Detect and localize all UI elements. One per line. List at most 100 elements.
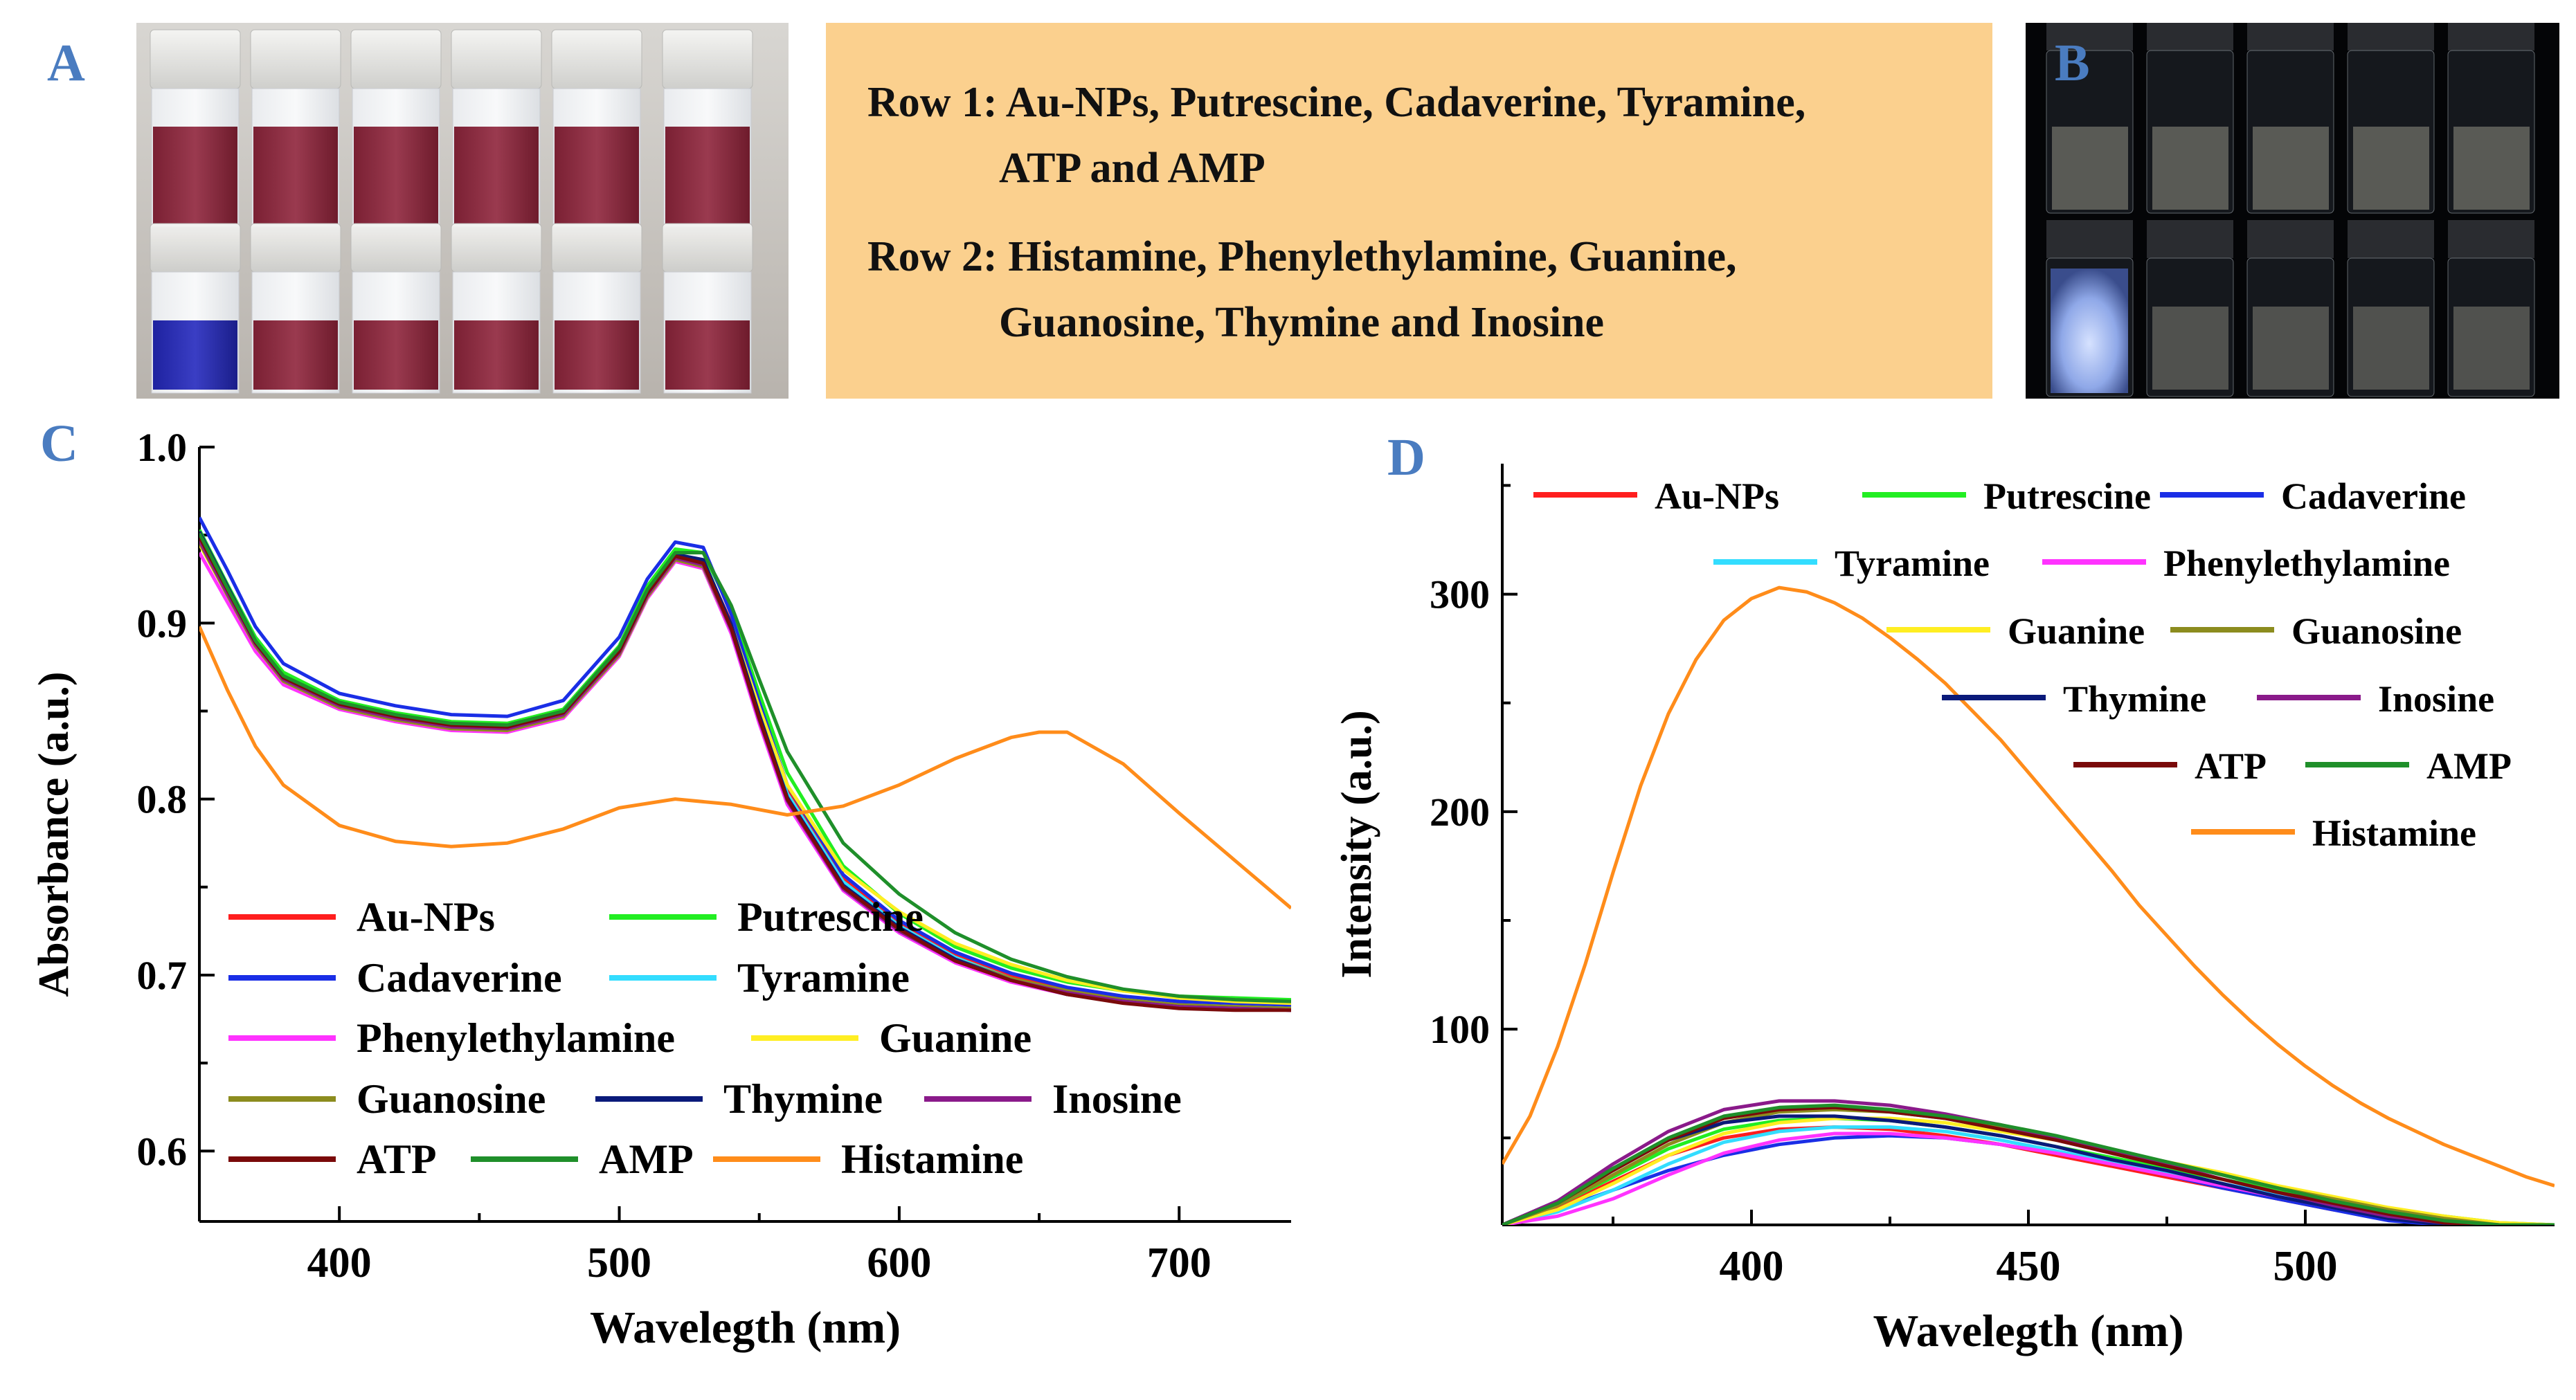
caption-box: Row 1: Au-NPs, Putrescine, Cadaverine, T… <box>826 23 1992 399</box>
vial-solution <box>2253 127 2329 210</box>
vial-solution <box>555 127 639 224</box>
legend-label-cadaverine: Cadaverine <box>2281 475 2466 517</box>
vial-solution <box>2152 307 2228 390</box>
caption-row1-line1: Row 1: Au-NPs, Putrescine, Cadaverine, T… <box>867 79 1806 126</box>
y-axis-label: Intensity (a.u.) <box>1333 710 1380 979</box>
caption-row2-line2: Guanosine, Thymine and Inosine <box>999 299 1605 346</box>
legend-label-au-nps: Au-NPs <box>1655 475 1779 517</box>
vial-solution <box>555 320 639 390</box>
vial-cap <box>551 223 642 273</box>
vial-solution <box>2253 307 2329 390</box>
caption-row2-line1: Row 2: Histamine, Phenylethylamine, Guan… <box>867 233 1737 280</box>
panel-label-b: B <box>2055 34 2090 92</box>
vial-solution <box>665 320 750 390</box>
vial-solution <box>665 127 750 224</box>
absorbance-chart: 400 500 600 700 0.6 0.7 0.8 0.9 1.0 Wavelegth (nm… <box>30 425 1291 1353</box>
vial-solution <box>153 127 237 224</box>
vial-glass <box>2146 257 2234 397</box>
vial-solution <box>354 320 438 390</box>
x-tick-label: 500 <box>2273 1243 2338 1290</box>
vial-cap <box>662 223 753 273</box>
y-tick-label: 0.7 <box>137 953 188 998</box>
series-line-amp <box>199 532 1291 1003</box>
legend-label-amp: AMP <box>2426 745 2512 787</box>
vial-cap <box>2247 220 2334 258</box>
vial-cap <box>2448 220 2534 258</box>
legend-label-au-nps: Au-NPs <box>357 894 495 940</box>
vial-cap <box>2046 220 2133 258</box>
vial-cap <box>551 29 642 89</box>
legend-label-guanine: Guanine <box>879 1015 1032 1061</box>
vials-illustration <box>136 23 789 399</box>
x-tick-label: 500 <box>587 1239 651 1287</box>
series-group <box>1502 585 2555 1225</box>
legend-label-phenylethylamine: Phenylethylamine <box>2163 543 2450 584</box>
legend-label-histamine: Histamine <box>2312 812 2476 854</box>
x-axis-label: Wavelegth (nm) <box>1873 1306 2183 1356</box>
vials-photo-daylight <box>136 23 789 399</box>
legend-label-guanine: Guanine <box>2008 610 2145 652</box>
vial-solution <box>2353 307 2429 390</box>
vial-glass <box>2447 50 2535 214</box>
legend-label-cadaverine: Cadaverine <box>357 955 562 1001</box>
vial-cap <box>250 223 341 273</box>
vial-glass <box>2246 257 2334 397</box>
y-tick-label: 0.9 <box>137 601 188 646</box>
x-tick-label: 700 <box>1147 1239 1212 1287</box>
series-line-atp <box>1502 1105 2555 1225</box>
vial-solution <box>454 320 539 390</box>
vial-cap <box>2448 23 2534 51</box>
vial-glass <box>2046 50 2134 214</box>
legend-label-inosine: Inosine <box>1052 1076 1182 1122</box>
legend-label-thymine: Thymine <box>723 1076 883 1122</box>
vial-glass <box>2146 50 2234 214</box>
vials-photo-uv <box>2026 23 2559 399</box>
x-axis-label: Wavelegth (nm) <box>590 1302 901 1353</box>
x-tick-label: 400 <box>307 1239 372 1287</box>
legend-label-guanosine: Guanosine <box>357 1076 546 1122</box>
vial-cap <box>350 29 442 89</box>
legend-label-putrescine: Putrescine <box>1983 475 2151 517</box>
vial-cap <box>2147 23 2233 51</box>
vial-solution <box>253 127 338 224</box>
series-line-amp <box>1502 1103 2555 1225</box>
series-line-inosine <box>1502 1099 2555 1225</box>
vial-cap <box>150 223 241 273</box>
caption-row1-line2: ATP and AMP <box>999 145 1266 192</box>
vial-cap <box>150 29 241 89</box>
vial-solution <box>2453 307 2530 390</box>
panel-label-a: A <box>47 34 85 92</box>
y-tick-label: 100 <box>1430 1007 1490 1052</box>
vial-cap <box>2348 23 2434 51</box>
vial-cap <box>350 223 442 273</box>
vial-cap <box>2247 23 2334 51</box>
vial-cap <box>250 29 341 89</box>
series-line-histamine <box>1502 585 2555 1188</box>
vial-solution <box>354 127 438 224</box>
series-line-phenylethylamine <box>199 552 1291 1012</box>
vial-solution <box>253 320 338 390</box>
panel-label-c: C <box>40 415 78 473</box>
y-tick-label: 1.0 <box>137 425 188 470</box>
legend-label-putrescine: Putrescine <box>737 894 924 940</box>
vial-solution <box>454 127 539 224</box>
vial-glass <box>2246 50 2334 214</box>
legend-label-thymine: Thymine <box>2063 678 2206 720</box>
series-group <box>199 516 1291 1012</box>
y-tick-label: 0.6 <box>137 1129 188 1174</box>
legend-label-amp: AMP <box>599 1136 694 1182</box>
legend-label-tyramine: Tyramine <box>737 955 910 1001</box>
vial-cap <box>662 29 753 89</box>
x-tick-label: 600 <box>867 1239 931 1287</box>
vial-solution <box>2353 127 2429 210</box>
fluorescence-chart: 400 450 500 100 200 300 Wavelegth (nm) Intensit… <box>1333 464 2555 1356</box>
vial-glass <box>2447 257 2535 397</box>
vial-cap <box>451 29 542 89</box>
vial-fluorescent-solution <box>2051 269 2128 393</box>
vial-glass <box>2347 257 2435 397</box>
legend-label-histamine: Histamine <box>841 1136 1023 1182</box>
vial-glass <box>2347 50 2435 214</box>
vial-solution <box>2152 127 2228 210</box>
vial-cap <box>2348 220 2434 258</box>
vial-cap <box>2046 23 2133 51</box>
